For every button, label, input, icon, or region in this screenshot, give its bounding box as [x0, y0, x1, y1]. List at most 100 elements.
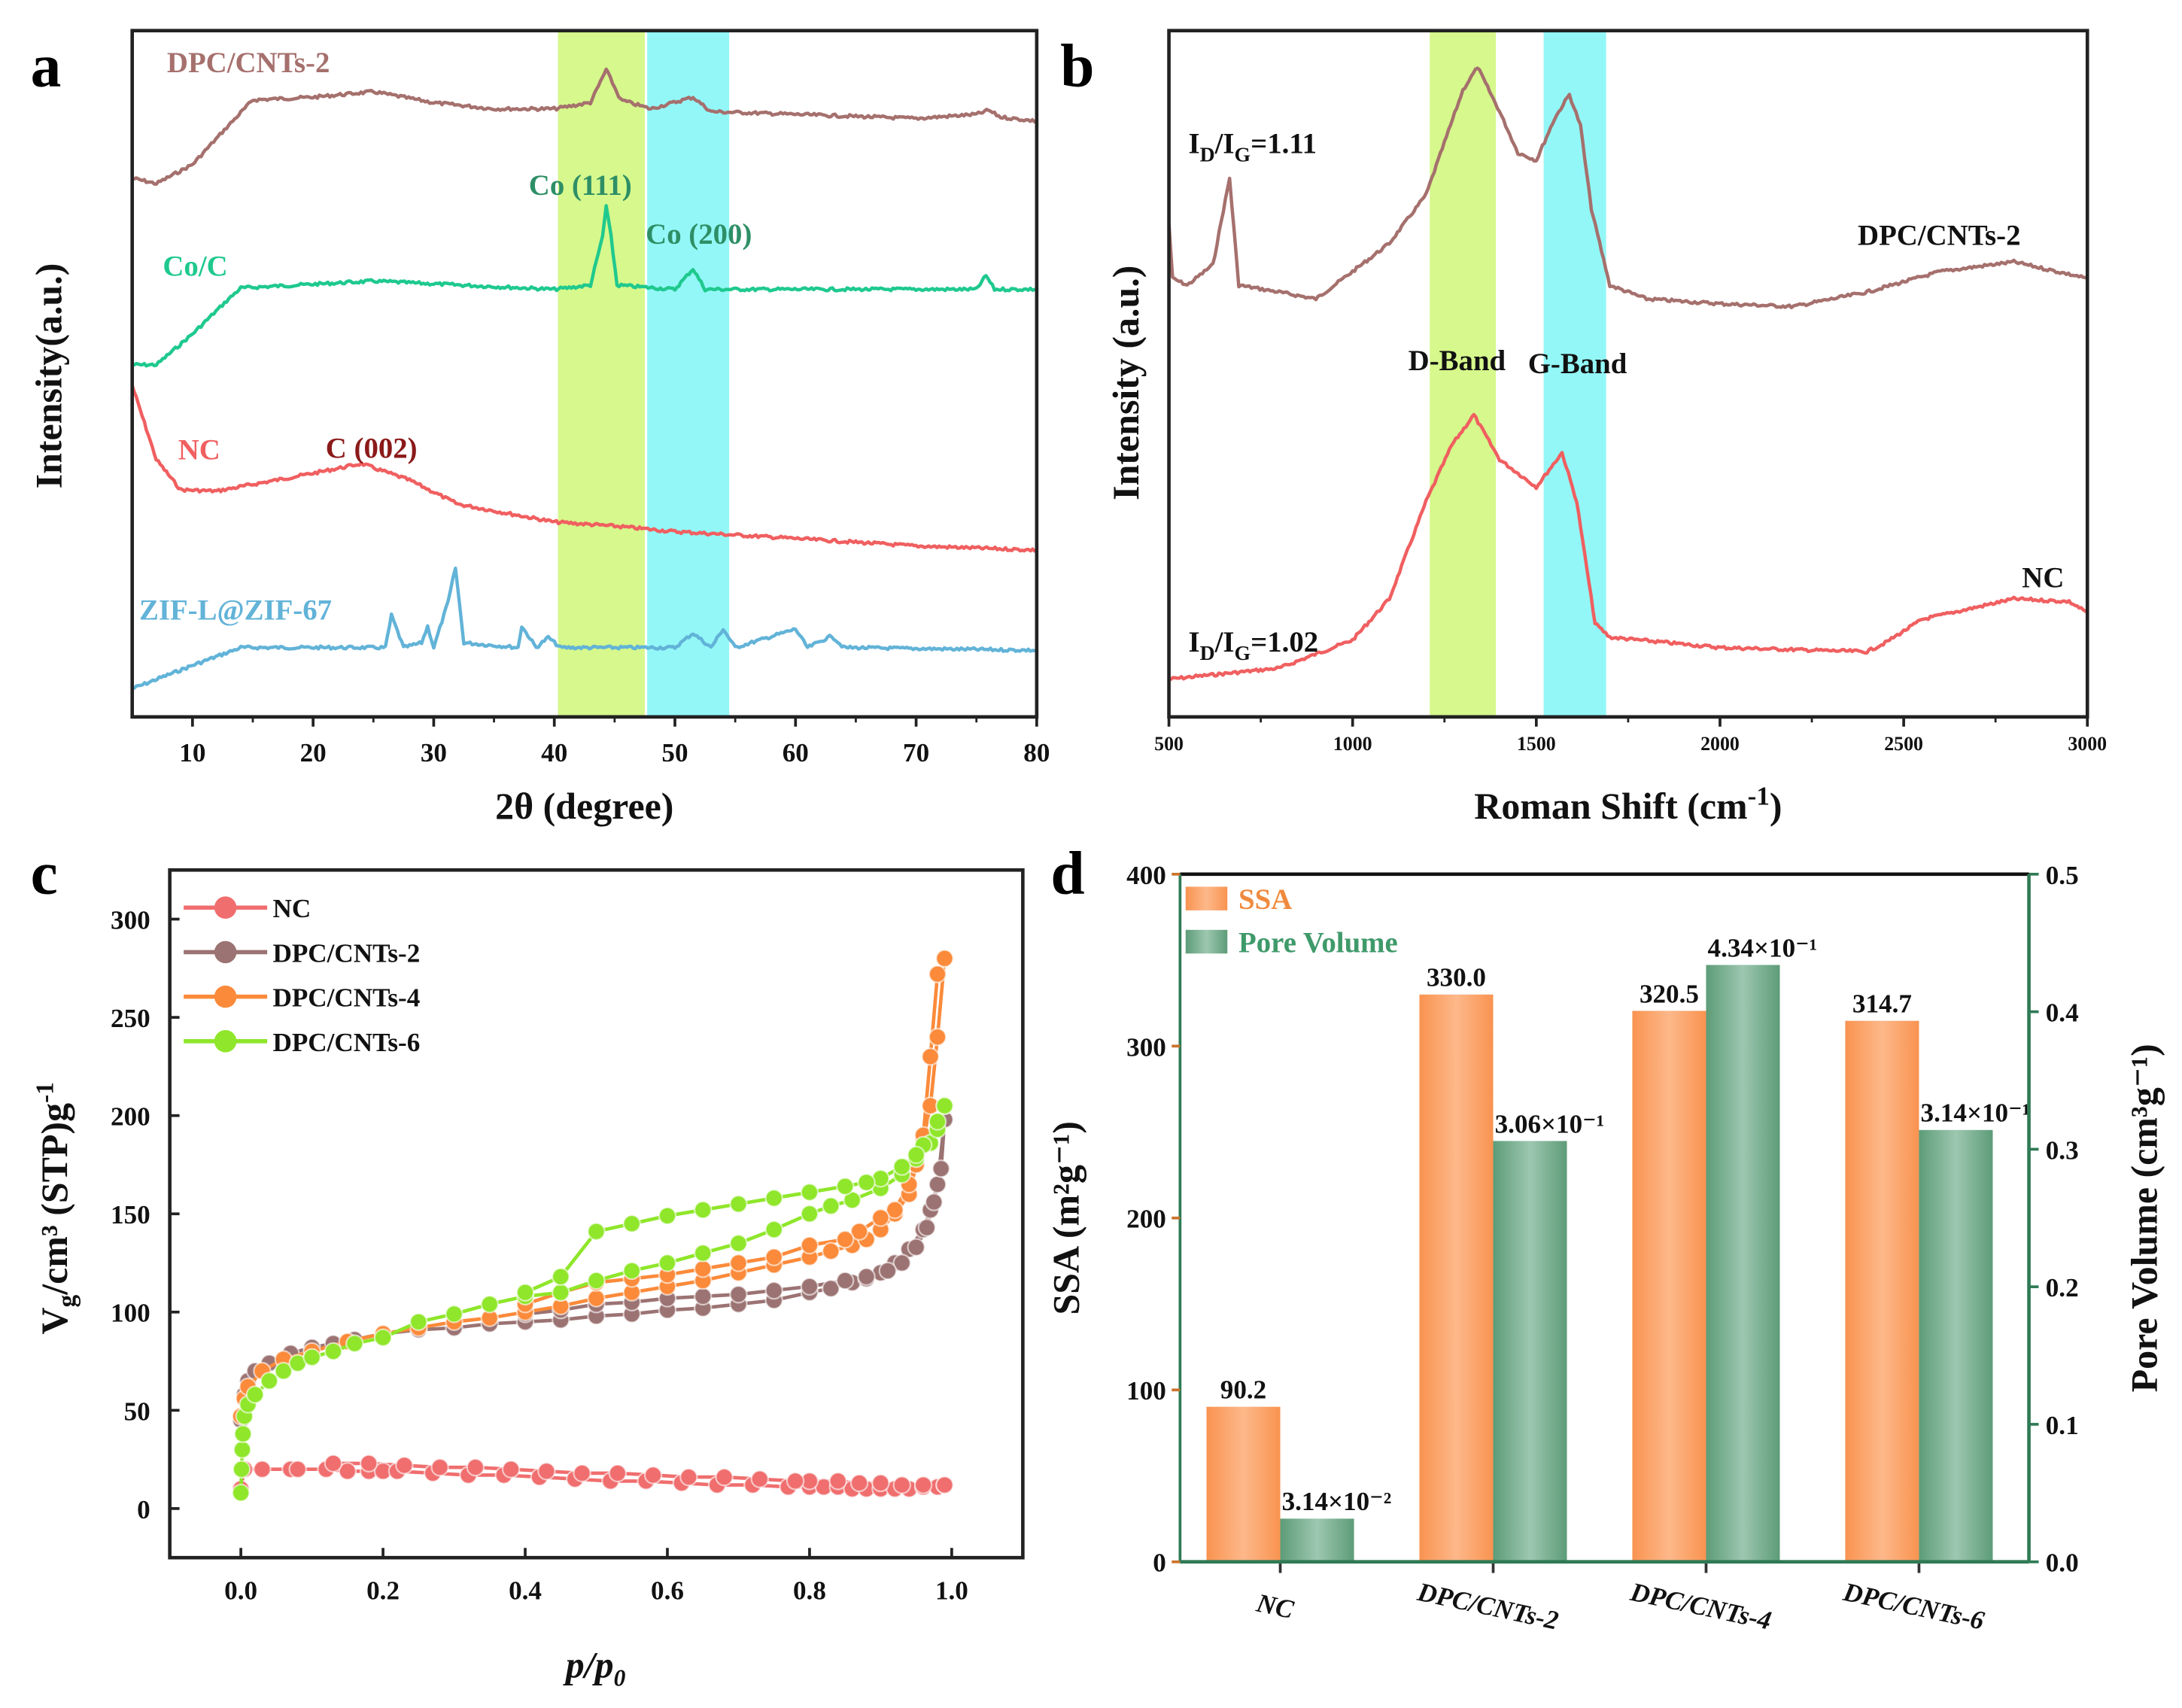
data-point-dpc-cnts-2 — [925, 1193, 944, 1211]
data-point-dpc-cnts-4 — [694, 1260, 713, 1278]
data-point-dpc-cnts-6 — [658, 1206, 677, 1226]
y-tick-label: 300 — [1126, 1032, 1166, 1062]
data-point-dpc-cnts-6 — [231, 1483, 251, 1503]
x-tick-label: 3000 — [2068, 733, 2107, 755]
data-point-dpc-cnts-2 — [928, 1175, 947, 1194]
data-point-nc — [643, 1466, 663, 1485]
y-axis-title-a: Intensity(a.u.) — [27, 263, 69, 489]
data-point-dpc-cnts-6 — [515, 1283, 535, 1302]
data-point-nc — [828, 1472, 847, 1491]
data-point-dpc-cnts-4 — [587, 1289, 606, 1308]
y-axis-title-d-left: SSA (m²g⁻¹) — [1044, 1121, 1086, 1315]
y-axis-title-c: Vg/cm³ (STP)g-1 — [31, 1082, 81, 1334]
bar-pore-volume-nc — [1280, 1518, 1354, 1562]
legend-label-dpc-cnts-2: DPC/CNTs-2 — [272, 938, 420, 968]
y-axis-title-b: Intensity (a.u.) — [1105, 266, 1147, 500]
y2-tick-label: 0.1 — [2046, 1411, 2079, 1440]
data-point-dpc-cnts-6 — [552, 1283, 570, 1302]
data-point-nc — [913, 1476, 933, 1494]
data-point-dpc-cnts-6 — [907, 1145, 925, 1165]
data-point-dpc-cnts-6 — [409, 1312, 428, 1332]
data-point-dpc-cnts-6 — [552, 1267, 570, 1287]
xrd-chart: 10 20 30 40 50 60 70 80 — [130, 29, 1050, 767]
bar-ssa-dpc-cnts-2 — [1419, 994, 1494, 1562]
data-label-pore-volume: 3.14×10⁻¹ — [1921, 1099, 2031, 1128]
x-axis-title-c: p/p0 — [563, 1643, 626, 1691]
data-point-dpc-cnts-4 — [921, 1047, 940, 1066]
data-point-dpc-cnts-4 — [886, 1200, 904, 1220]
bar-ssa-dpc-cnts-4 — [1632, 1011, 1706, 1562]
panel-label-b: b — [1060, 32, 1094, 100]
legend-marker-nc — [214, 896, 237, 919]
legend-marker-dpc-cnts-4 — [214, 985, 237, 1008]
x-tick-label: 1500 — [1517, 733, 1556, 755]
data-label-ssa: 314.7 — [1852, 989, 1912, 1019]
data-point-dpc-cnts-4 — [935, 949, 954, 968]
data-point-dpc-cnts-2 — [878, 1261, 898, 1281]
data-point-dpc-cnts-6 — [622, 1261, 641, 1281]
data-point-dpc-cnts-6 — [764, 1220, 783, 1239]
highlight-band-0 — [558, 30, 645, 717]
ssa-pore-bar-chart: 90.2 3.14×10⁻² NC 330.0 3.06×10⁻¹ DPC/CNTs-2 3… — [1126, 861, 2078, 1636]
series-line-zif-l-zif-67 — [131, 566, 1038, 691]
data-point-dpc-cnts-4 — [849, 1222, 869, 1241]
data-point-nc — [750, 1469, 770, 1488]
data-point-dpc-cnts-6 — [729, 1194, 748, 1214]
plot-frame — [130, 29, 1039, 719]
series-line-nc — [1168, 412, 2089, 681]
data-point-dpc-cnts-6 — [857, 1173, 876, 1192]
data-point-nc — [253, 1460, 272, 1479]
y-tick-label: 300 — [111, 906, 150, 935]
y-tick-label: 250 — [111, 1004, 150, 1033]
annotation-co-111: Co (111) — [529, 169, 632, 202]
series-label-co-c: Co/C — [163, 250, 227, 282]
data-point-dpc-cnts-2 — [917, 1218, 937, 1237]
isotherm-chart: 0.0 0.2 0.4 0.6 0.8 1.0 0 50 100 150 200 250 300 NC DP… — [111, 868, 1025, 1606]
x-tick-label: 0.4 — [509, 1576, 542, 1606]
series-line-dpc-cnts-2 — [1167, 66, 2089, 310]
legend-label-pore-volume: Pore Volume — [1238, 926, 1398, 959]
x-tick-label: 10 — [179, 738, 205, 767]
raman-chart: 500 1000 1500 2000 2500 3000 — [1154, 29, 2107, 755]
series-line-dpc-cnts-2 — [131, 67, 1038, 186]
series-label-zif: ZIF-L@ZIF-67 — [139, 594, 332, 626]
data-point-nc — [608, 1463, 628, 1483]
legend-marker-dpc-cnts-6 — [214, 1030, 237, 1053]
data-point-dpc-cnts-4 — [800, 1235, 819, 1255]
data-point-dpc-cnts-6 — [302, 1348, 321, 1367]
data-point-dpc-cnts-6 — [935, 1096, 954, 1115]
data-point-nc — [338, 1462, 357, 1481]
data-point-dpc-cnts-2 — [892, 1254, 911, 1272]
data-point-dpc-cnts-6 — [800, 1205, 819, 1223]
data-point-dpc-cnts-2 — [822, 1279, 840, 1298]
data-point-dpc-cnts-6 — [835, 1177, 855, 1196]
data-point-dpc-cnts-6 — [232, 1440, 252, 1459]
data-point-dpc-cnts-2 — [800, 1277, 819, 1296]
ratio-label-nc: ID/IG=1.02 — [1188, 626, 1318, 665]
legend-label-dpc-cnts-6: DPC/CNTs-6 — [272, 1028, 420, 1057]
data-point-dpc-cnts-6 — [274, 1361, 293, 1381]
data-point-dpc-cnts-4 — [729, 1254, 748, 1272]
legend-label-ssa: SSA — [1238, 883, 1292, 916]
data-point-dpc-cnts-6 — [822, 1196, 840, 1216]
panel-label-c: c — [31, 839, 58, 907]
series-line-nc — [130, 384, 1038, 553]
x-tick-label: 0.0 — [224, 1576, 257, 1606]
data-label-pore-volume: 4.34×10⁻¹ — [1708, 933, 1818, 962]
data-point-nc — [892, 1476, 911, 1494]
data-point-dpc-cnts-6 — [800, 1183, 819, 1202]
data-point-dpc-cnts-6 — [587, 1222, 606, 1241]
data-point-dpc-cnts-6 — [480, 1295, 499, 1314]
data-point-dpc-cnts-6 — [345, 1334, 364, 1353]
y2-tick-label: 0.0 — [2046, 1548, 2079, 1578]
x-tick-label: 0.6 — [651, 1576, 684, 1606]
data-point-nc — [324, 1454, 343, 1473]
series-label-dpc-b: DPC/CNTs-2 — [1858, 220, 2020, 252]
highlight-band-1 — [647, 30, 730, 717]
y-tick-label: 150 — [111, 1200, 150, 1229]
x-tick-label: 70 — [903, 738, 929, 767]
data-point-dpc-cnts-6 — [232, 1460, 251, 1479]
y-axis-title-d-right: Pore Volume (cm³g⁻¹) — [2123, 1044, 2165, 1392]
x-category-label: DPC/CNTs-4 — [1627, 1577, 1774, 1636]
data-point-nc — [537, 1462, 556, 1481]
